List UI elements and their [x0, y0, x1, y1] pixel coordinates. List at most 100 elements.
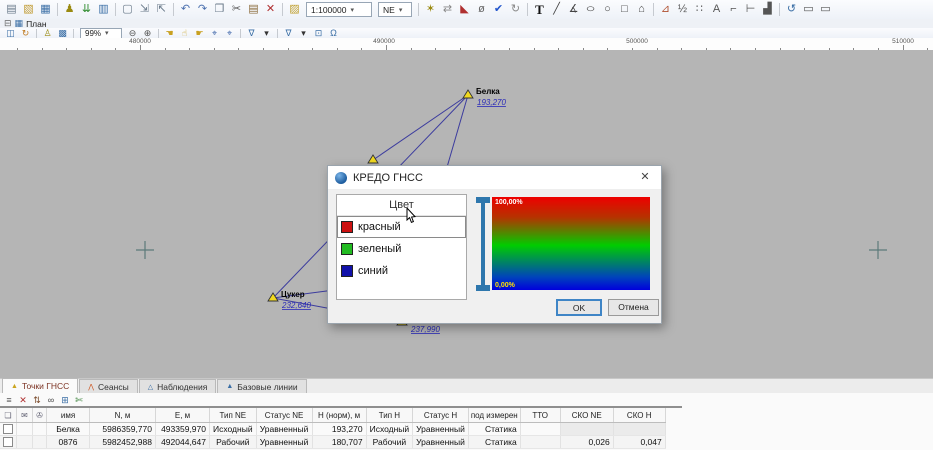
table-row[interactable]: Белка 5986359,770 493359,970 Исходный Уравне… [0, 422, 666, 436]
filter-2-dropdown-icon[interactable]: ▾ [301, 28, 306, 38]
stairs-icon[interactable]: ▟ [763, 3, 772, 15]
table-cell[interactable]: 193,270 [312, 422, 367, 436]
point-label-icon[interactable]: A [712, 3, 721, 15]
table-cell[interactable]: Статика [468, 422, 521, 436]
tab-Наблюдения[interactable]: △ Наблюдения [138, 379, 217, 393]
table-cell[interactable]: Уравненный [256, 435, 313, 449]
window-1-icon[interactable]: ▭ [803, 3, 814, 15]
move-icon[interactable]: ⇄ [442, 3, 453, 15]
new-page-icon[interactable]: ▢ [122, 3, 133, 15]
cursor-b-icon[interactable]: ⌖ [226, 28, 233, 38]
circle-tool-icon[interactable]: ○ [604, 3, 611, 15]
column-header[interactable]: под измерен [468, 408, 521, 423]
row-checkbox[interactable] [3, 424, 13, 434]
refresh-icon[interactable]: ↺ [786, 3, 797, 15]
cut-icon[interactable]: ✂ [231, 3, 242, 15]
pan-up-icon[interactable]: ☝ [181, 28, 188, 38]
ellipse-tool-icon[interactable]: ○ [585, 3, 596, 15]
settings-table-icon[interactable]: ▩ [58, 28, 67, 38]
table-cell[interactable]: Рабочий [366, 435, 414, 449]
fraction-icon[interactable]: ½ [677, 3, 688, 15]
comment-icon[interactable]: ✉ [21, 410, 28, 420]
slider-bottom-cap[interactable] [476, 285, 490, 291]
close-icon[interactable]: ✕ [640, 171, 650, 183]
table-cell[interactable]: 493359,970 [155, 422, 210, 436]
zoom-out-icon[interactable]: ⊖ [128, 28, 137, 38]
rect-tool-icon[interactable]: □ [621, 3, 628, 15]
filter-icon[interactable]: ∇ [248, 28, 255, 38]
ok-button[interactable]: OK [556, 299, 602, 316]
grid-settings-icon[interactable]: ⊞ [61, 394, 69, 405]
table-cell[interactable] [520, 422, 561, 436]
apply-blue-icon[interactable]: ✔ [493, 3, 504, 15]
table-cell[interactable]: Статика [468, 435, 521, 449]
find-icon[interactable]: ∞ [47, 394, 55, 405]
column-header[interactable]: СКО Н [613, 408, 666, 423]
move-rows-icon[interactable]: ⇅ [33, 394, 41, 405]
undo-icon[interactable]: ↶ [180, 3, 191, 15]
import-data-icon[interactable]: ⇊ [81, 3, 92, 15]
column-header[interactable]: имя [46, 408, 90, 423]
user-icon[interactable]: ♙ [43, 28, 52, 38]
polygon-tool-icon[interactable]: ⌂ [638, 3, 645, 15]
filter-dropdown-icon[interactable]: ▾ [264, 28, 269, 38]
color-item-синий[interactable]: синий [337, 260, 466, 282]
dialog-titlebar[interactable]: КРЕДО ГНСС ✕ [328, 166, 661, 190]
table-cell[interactable]: 180,707 [312, 435, 367, 449]
export-dxf-icon[interactable]: ⇲ [139, 3, 150, 15]
angle-tool-icon[interactable]: ∡ [568, 3, 579, 15]
snap-icon[interactable]: ø [478, 3, 485, 15]
select-rect-icon[interactable]: ⊡ [314, 28, 323, 38]
table-cell[interactable]: Исходный [366, 422, 414, 436]
column-header[interactable]: N, м [89, 408, 156, 423]
redo-icon[interactable]: ↷ [197, 3, 208, 15]
import-table-icon[interactable]: ▥ [98, 3, 109, 15]
table-cell[interactable]: Уравненный [412, 422, 469, 436]
column-header[interactable]: Н (норм), м [312, 408, 367, 423]
gnss-point-marker[interactable] [267, 292, 279, 302]
lasso-icon[interactable]: Ω [330, 28, 337, 38]
pan-left-icon[interactable]: ☚ [165, 28, 174, 38]
plan-tab[interactable]: План [26, 18, 47, 29]
gnss-point-marker[interactable] [367, 154, 379, 164]
delete-row-icon[interactable]: ✕ [19, 394, 27, 405]
open-project-icon[interactable]: ▧ [23, 3, 34, 15]
cursor-a-icon[interactable]: ⌖ [211, 28, 218, 38]
collapse-icon[interactable]: ⊟ [4, 18, 12, 28]
table-cell[interactable]: Уравненный [412, 435, 469, 449]
corner-icon[interactable]: ⌐ [730, 3, 737, 15]
new-document-icon[interactable]: ▤ [6, 3, 17, 15]
table-cell[interactable]: 5982452,988 [89, 435, 156, 449]
column-header[interactable]: Тип Н [366, 408, 414, 423]
table-cell[interactable]: 5986359,770 [89, 422, 156, 436]
column-header[interactable]: СКО NE [560, 408, 614, 423]
tab-Сеансы[interactable]: ⋀ Сеансы [79, 379, 138, 393]
column-header[interactable]: Тип NE [209, 408, 257, 423]
table-cell[interactable]: Уравненный [256, 422, 313, 436]
area-red-icon[interactable]: ◣ [460, 3, 469, 15]
cut-row-icon[interactable]: ✄ [75, 394, 83, 405]
cancel-button[interactable]: Отмена [608, 299, 659, 316]
column-header[interactable]: Статус NE [256, 408, 313, 423]
zoom-in-icon[interactable]: ⊕ [143, 28, 152, 38]
table-cell[interactable]: Исходный [209, 422, 257, 436]
menu-icon[interactable]: ≡ [6, 394, 12, 405]
table-cell[interactable]: 0,047 [613, 435, 666, 449]
table-cell[interactable] [520, 435, 561, 449]
text-tool-icon[interactable]: T [535, 2, 544, 17]
zoom-select[interactable]: 99% ▾ [80, 27, 122, 39]
scale-icon[interactable]: ▨ [289, 3, 300, 15]
table-cell[interactable]: 0876 [46, 435, 90, 449]
export-ne-icon[interactable]: ⇱ [156, 3, 167, 15]
import-gnss-icon[interactable]: ♟ [64, 3, 75, 15]
triangle-calc-icon[interactable]: ⊿ [660, 3, 671, 15]
tab-Базовые линии[interactable]: ▲ Базовые линии [217, 379, 307, 393]
rotate-icon[interactable]: ↻ [510, 3, 521, 15]
table-cell[interactable]: 0,026 [560, 435, 614, 449]
gradient-slider[interactable] [476, 197, 490, 291]
window-2-icon[interactable]: ▭ [820, 3, 831, 15]
table-cell[interactable] [613, 422, 666, 436]
tab-Точки ГНСС[interactable]: ▲ Точки ГНСС [2, 378, 79, 393]
delete-icon[interactable]: ✕ [265, 3, 276, 15]
slider-track[interactable] [481, 199, 485, 289]
